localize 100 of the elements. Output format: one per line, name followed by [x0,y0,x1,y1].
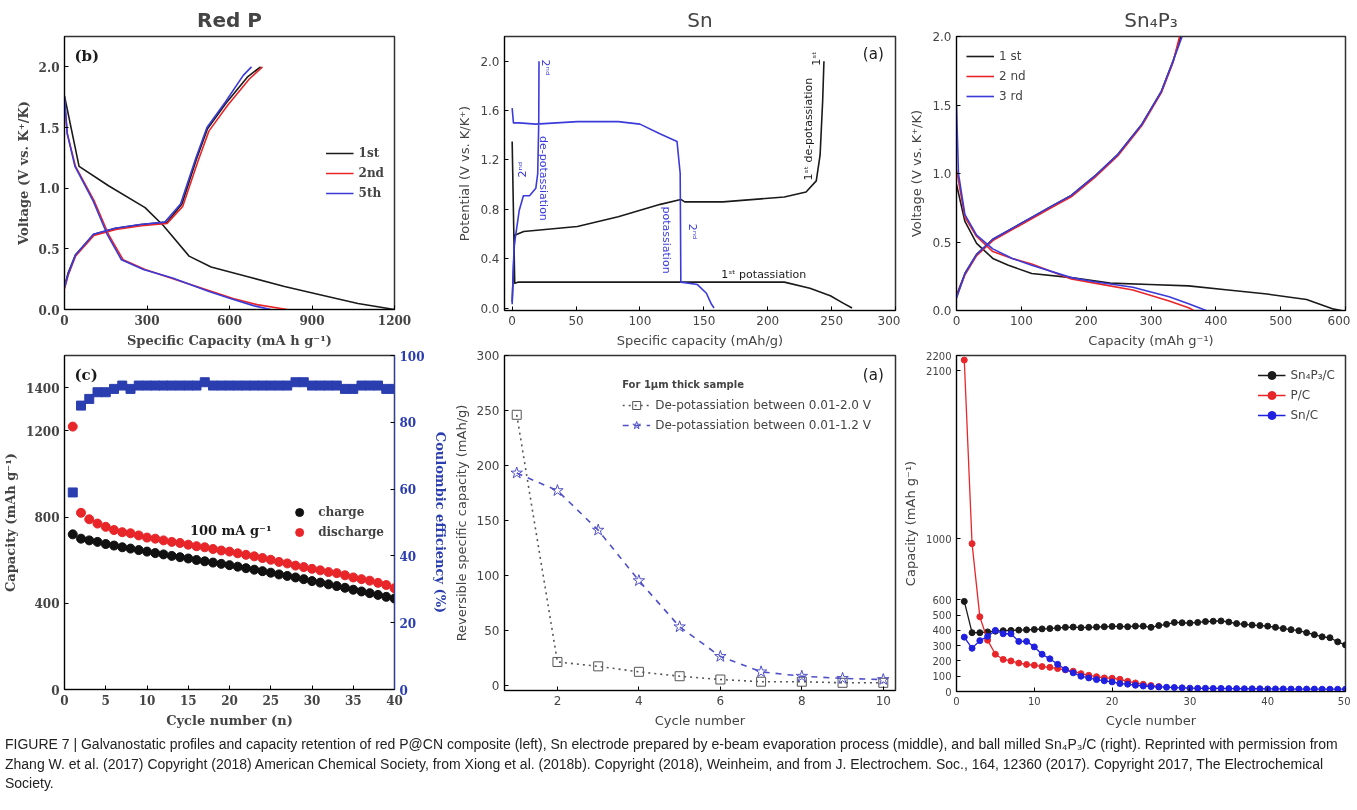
legend-label: P/C [1290,388,1311,402]
legend-label: 3 rd [999,89,1023,103]
y-tick-label: 1200 [26,424,60,439]
y-axis-title: Capacity (mAh g⁻¹) [903,460,919,587]
legend-label: discharge [318,525,384,539]
x-tick-label: 20 [221,693,238,708]
legend-label: De-potassiation between 0.01-1.2 V [655,418,871,432]
x-tick-label: 50 [1337,695,1351,707]
y-tick-label: 1.2 [480,153,500,168]
x-tick-label: 6 [716,693,725,708]
y-tick-label: 400 [34,597,60,612]
y-tick-label: 0.0 [38,303,60,318]
y-tick-label: 1.0 [38,182,60,197]
x-tick-label: 300 [1139,313,1163,328]
chart-title: Sn [687,7,713,32]
y-tick-label: 100 [476,568,500,583]
x-tick-label: 100 [1009,313,1033,328]
annotation: 2ⁿᵈ [685,223,699,240]
chart-title: Red P [197,7,262,32]
y-axis-title: Potential (V vs. K/K⁺) [457,105,473,242]
y2-tick-label: 80 [399,416,417,431]
x-tick-label: 25 [262,693,280,708]
x-tick-label: 100 [628,313,652,328]
x-tick-label: 250 [820,313,844,328]
x-tick-label: 30 [1183,695,1197,707]
annotation: (c) [74,365,98,384]
y-tick-label: 800 [34,511,60,526]
y-tick-label: 1000 [926,533,952,545]
annotation: (b) [74,47,100,66]
y-tick-label: 0 [491,678,500,693]
x-tick-label: 10 [1027,695,1041,707]
y2-tick-label: 40 [399,549,417,564]
y-tick-label: 200 [476,458,500,473]
y-tick-label: 1.0 [932,167,952,181]
x-axis-title: Capacity (mAh g⁻¹) [1088,332,1214,348]
annotation: de-potassiation [537,136,551,221]
x-tick-label: 2 [553,693,562,708]
y-tick-label: 100 [932,671,952,683]
legend-title: For 1μm thick sample [622,379,744,390]
annotation: 2ⁿᵈ [539,59,553,76]
x-tick-label: 4 [635,693,643,708]
annotation: (a) [862,44,884,63]
x-tick-label: 10 [138,693,156,708]
y-tick-label: 1.5 [932,98,952,113]
legend-label: 1st [358,145,380,160]
y-tick-label: 1.5 [38,121,60,136]
x-axis-title: Cycle number [654,712,746,728]
annotation: 2ⁿᵈ [515,161,529,178]
x-tick-label: 150 [692,313,716,328]
y-tick-label: 0.5 [932,235,952,250]
x-tick-label: 40 [1261,695,1275,707]
x-tick-label: 10 [875,693,891,708]
x-tick-label: 20 [1105,695,1119,707]
chart-title: Sn₄P₃ [1124,7,1178,32]
y-tick-label: 1400 [26,381,60,396]
y-tick-label: 2.0 [480,54,500,69]
y-tick-label: 50 [484,623,500,638]
x-tick-label: 600 [216,313,243,328]
y-tick-label: 2200 [926,350,952,362]
annotation: 1ˢᵗ [809,51,823,66]
y-tick-label: 600 [932,594,952,606]
x-tick-label: 0 [953,695,960,707]
y-tick-label: 2100 [926,365,952,377]
y-tick-label: 0.8 [480,202,500,217]
legend-label: 5th [358,185,382,200]
x-tick-label: 0 [508,313,516,328]
x-tick-label: 400 [1204,313,1228,328]
y-tick-label: 400 [932,625,952,637]
annotation: (a) [862,365,884,384]
x-tick-label: 500 [1269,313,1293,328]
y-tick-label: 0.0 [480,301,500,316]
y-axis-title: Voltage (V vs. K⁺/K) [15,101,31,246]
y-tick-label: 0.4 [480,252,500,267]
x-tick-label: 50 [568,313,584,328]
x-tick-label: 900 [299,313,325,328]
y-tick-label: 300 [932,640,952,652]
x-tick-label: 600 [1327,313,1351,328]
x-tick-label: 5 [101,693,110,708]
caption: FIGURE 7 | Galvanostatic profiles and capacity retention of red P@CN composite (left), Sn electrode prepared by e-beam evaporation process (middle), and ball milled Sn₄P₃/C (right). Reprinted with permission from Zhang W. et al. (2017) Copyright (2018) American Chemical Society, from Xiong et al. (2018b). Copyright (2018), Weinheim, and from J. Electrochem. Soc., 164, 12360 (2017). Copyright 2017, The Electrochemical Society. [5,735,1339,794]
legend-label: charge [318,505,365,519]
x-tick-label: 15 [179,693,197,708]
y-tick-label: 1.6 [480,104,500,119]
y-tick-label: 150 [476,513,500,528]
x-axis-title: Specific capacity (mAh/g) [616,332,784,348]
x-tick-label: 40 [386,693,403,708]
x-axis-title: Cycle number (n) [166,712,293,728]
y-tick-label: 2.0 [38,60,60,75]
y2-axis-title: Coulombic efficiency (%) [432,431,448,614]
x-axis-title: Specific Capacity (mA h g⁻¹) [126,332,333,348]
x-tick-label: 1200 [377,313,412,328]
legend-label: Sn/C [1290,408,1319,422]
y-axis-title: Voltage (V vs. K⁺/K) [909,109,925,238]
legend-label: Sn₄P₃/C [1290,368,1335,382]
y-tick-label: 300 [476,349,500,363]
y2-tick-label: 100 [399,349,425,364]
legend-label: 2nd [358,165,384,180]
y-axis-title: Capacity (mAh g⁻¹) [3,452,19,592]
y-axis-title: Reversible specific capacity (mAh/g) [453,404,469,642]
x-tick-label: 300 [877,313,901,328]
x-tick-label: 200 [756,313,780,328]
